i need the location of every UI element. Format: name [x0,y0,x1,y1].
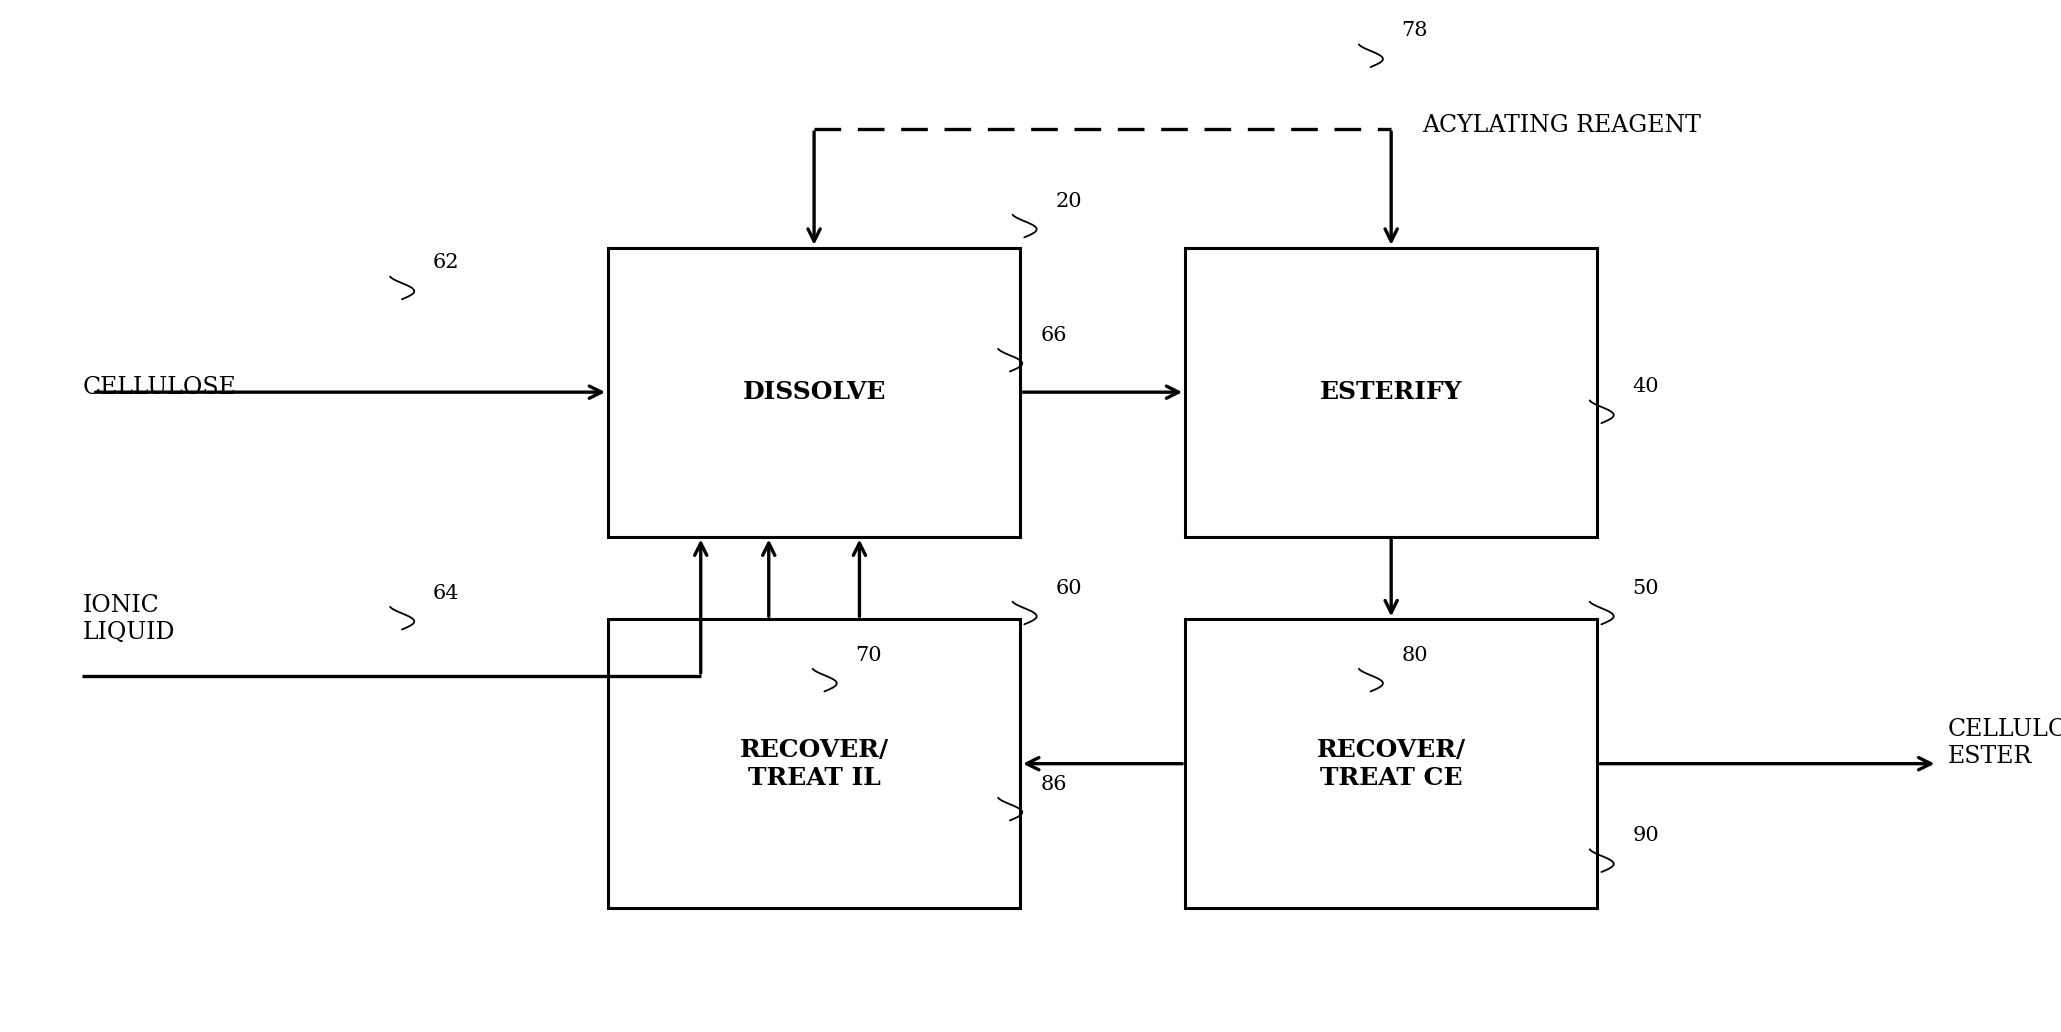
Text: RECOVER/
TREAT IL: RECOVER/ TREAT IL [740,738,888,789]
Text: ESTERIFY: ESTERIFY [1319,380,1463,405]
Text: 20: 20 [1055,192,1082,211]
FancyBboxPatch shape [1185,248,1597,537]
Text: 66: 66 [1041,326,1068,345]
FancyBboxPatch shape [608,619,1020,908]
Text: CELLULOSE: CELLULOSE [82,376,237,398]
FancyBboxPatch shape [1185,619,1597,908]
Text: 64: 64 [433,584,460,603]
Text: 86: 86 [1041,775,1068,794]
Text: ACYLATING REAGENT: ACYLATING REAGENT [1422,115,1700,137]
Text: CELLULOSE
ESTER: CELLULOSE ESTER [1948,718,2061,768]
Text: 60: 60 [1055,579,1082,598]
Text: DISSOLVE: DISSOLVE [742,380,886,405]
FancyBboxPatch shape [608,248,1020,537]
Text: 78: 78 [1401,22,1428,40]
Text: 80: 80 [1401,646,1428,665]
Text: 40: 40 [1632,378,1659,396]
Text: 70: 70 [855,646,882,665]
Text: RECOVER/
TREAT CE: RECOVER/ TREAT CE [1317,738,1465,789]
Text: 50: 50 [1632,579,1659,598]
Text: IONIC
LIQUID: IONIC LIQUID [82,594,175,644]
Text: 90: 90 [1632,827,1659,845]
Text: 62: 62 [433,254,460,272]
